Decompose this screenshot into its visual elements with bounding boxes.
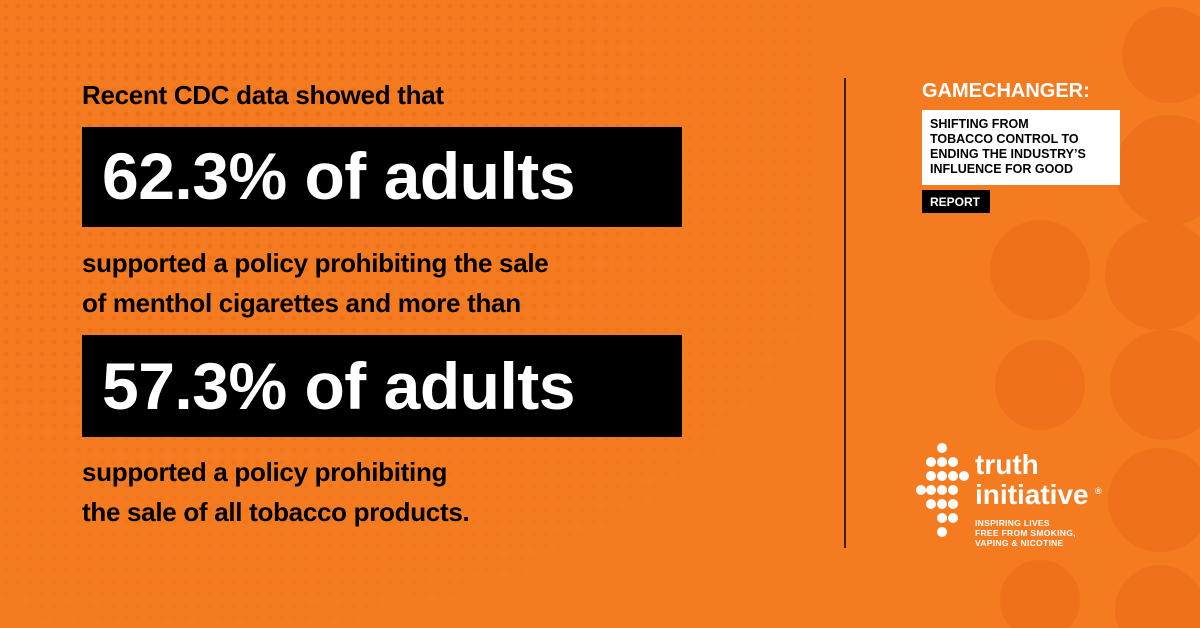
logo-mark: [916, 443, 969, 537]
stat: 57.3% of adults: [102, 349, 575, 423]
body-line: the sale of all tobacco products.: [82, 497, 470, 527]
stat-box: [82, 127, 682, 227]
body-line: of menthol cigarettes and more than: [82, 288, 521, 318]
intro: Recent CDC data showed that: [82, 80, 444, 110]
report-tag: REPORT: [930, 195, 981, 209]
logo-tagline: VAPING & NICOTINE: [975, 538, 1064, 548]
report-subtitle-box: [922, 110, 1120, 185]
report-tag-box: [922, 190, 990, 213]
report-title: GAMECHANGER:: [922, 80, 1090, 102]
report-subtitle: SHIFTING FROM: [930, 117, 1029, 131]
body-line: supported a policy prohibiting: [82, 457, 448, 487]
logo-tagline: FREE FROM SMOKING,: [975, 528, 1076, 538]
report-subtitle: TOBACCO CONTROL TO: [930, 132, 1079, 146]
stat: 62.3% of adults: [102, 139, 575, 213]
logo-registered: ®: [1095, 486, 1102, 496]
stat-box: [82, 335, 682, 437]
logo-name: truth: [975, 449, 1039, 480]
logo-tagline: INSPIRING LIVES: [975, 518, 1050, 528]
report-subtitle: INFLUENCE FOR GOOD: [930, 162, 1074, 176]
logo-name: initiative: [975, 479, 1089, 510]
body-line: supported a policy prohibiting the sale: [82, 248, 549, 278]
report-subtitle: ENDING THE INDUSTRY’S: [930, 147, 1086, 161]
